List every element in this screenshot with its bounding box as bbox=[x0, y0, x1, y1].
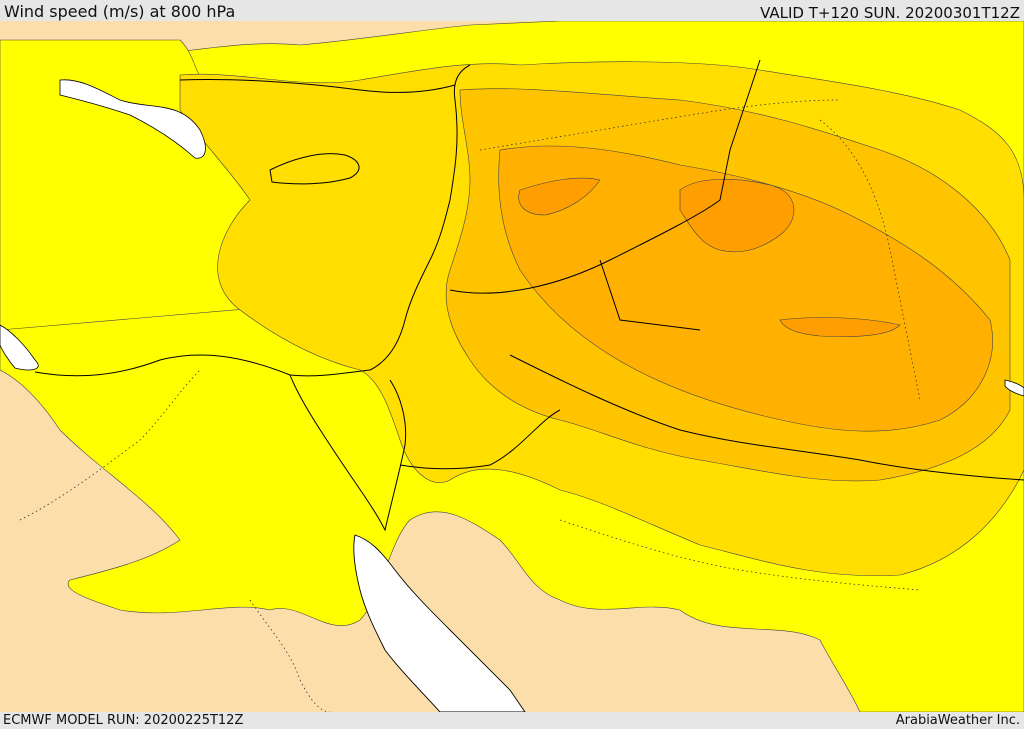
valid-time: VALID T+120 SUN. 20200301T12Z bbox=[760, 4, 1020, 22]
credit: ArabiaWeather Inc. bbox=[895, 713, 1020, 728]
dotted-boundary-4 bbox=[249, 599, 331, 712]
persian-gulf bbox=[1004, 379, 1024, 397]
syria-border bbox=[599, 259, 701, 331]
saudi-jordan-border bbox=[399, 409, 561, 470]
iraq-saudi-border bbox=[509, 354, 1024, 481]
wind-band-5-a bbox=[679, 178, 795, 253]
wind-band-4 bbox=[498, 145, 993, 432]
mediterranean-east bbox=[0, 324, 39, 371]
wind-band-5-c bbox=[518, 177, 601, 216]
cyprus bbox=[269, 153, 360, 185]
wind-speed-map bbox=[0, 21, 1024, 712]
dotted-boundary-3 bbox=[559, 519, 921, 591]
red-sea bbox=[353, 534, 526, 712]
sinai-coast bbox=[289, 374, 407, 532]
header-bar bbox=[0, 0, 1024, 21]
wind-band-5-b bbox=[779, 317, 901, 337]
north-africa-coast bbox=[34, 354, 371, 377]
aegean-patch bbox=[59, 79, 206, 159]
dotted-boundary-5 bbox=[819, 119, 921, 401]
jordan-iraq-border bbox=[449, 59, 761, 294]
model-run: ECMWF MODEL RUN: 20200225T12Z bbox=[3, 713, 244, 728]
dotted-boundary-1 bbox=[19, 369, 201, 521]
levant-coast bbox=[369, 64, 471, 371]
turkey-coast bbox=[179, 79, 456, 93]
map-title: Wind speed (m/s) at 800 hPa bbox=[4, 2, 236, 21]
footer-bar bbox=[0, 712, 1024, 729]
